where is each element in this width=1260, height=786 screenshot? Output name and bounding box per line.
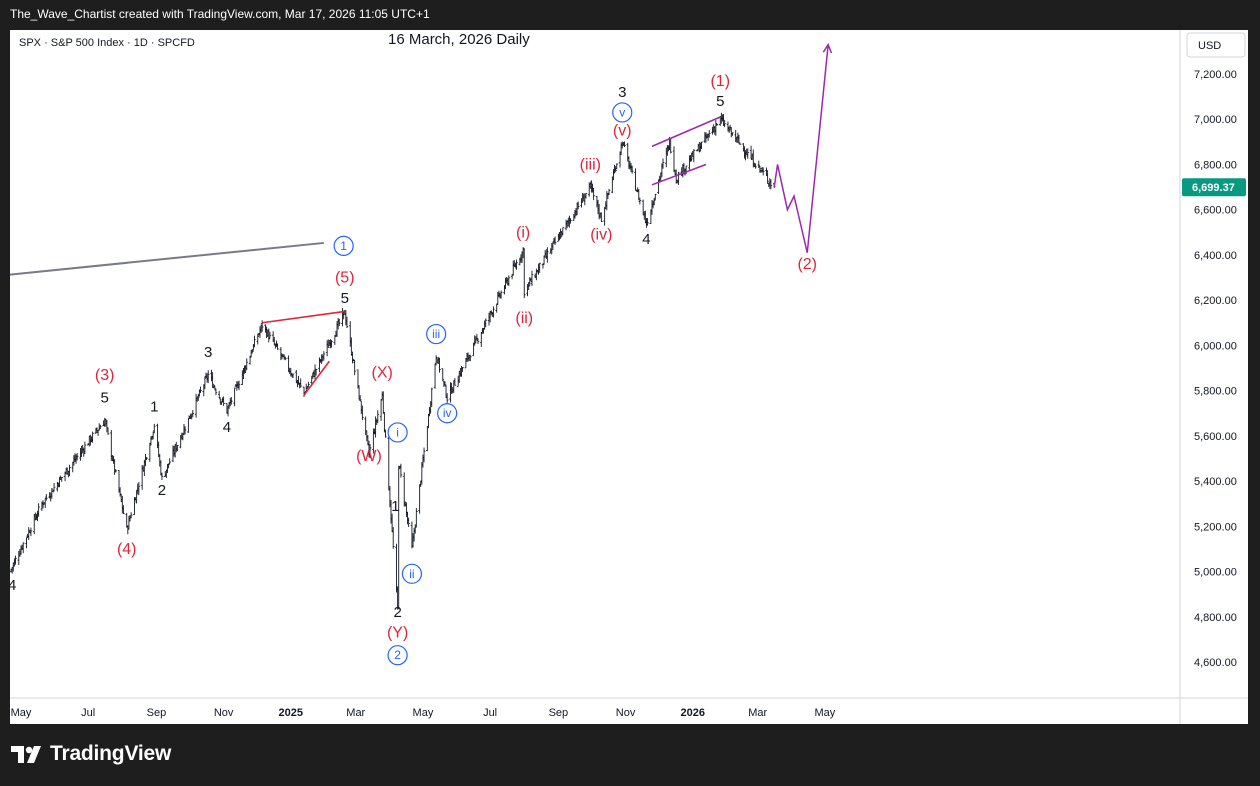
tradingview-logo-icon (11, 746, 41, 763)
price-scale[interactable] (1180, 30, 1248, 698)
trend-line-segment (10, 241, 324, 276)
wedge-patterns (262, 116, 721, 396)
y-tick-label: 5,600.00 (1194, 431, 1237, 443)
y-tick-label: 6,000.00 (1194, 340, 1237, 352)
x-tick-label: Nov (616, 707, 636, 719)
wave-label: 1 (150, 398, 158, 415)
wave-label: (2) (797, 256, 817, 273)
header-bar: The_Wave_Chartist created with TradingVi… (0, 0, 1260, 30)
y-axis-ticks: 4,600.00 4,800.00 5,000.00 5,200.00 5,400.00… (1194, 69, 1237, 669)
wave-label: iv (443, 406, 452, 420)
x-tick-label: Mar (346, 707, 365, 719)
wave-label: 4 (10, 577, 16, 594)
currency-box[interactable] (1186, 32, 1246, 58)
symbol-legend: SPX · S&P 500 Index · 1D · SPCFD (19, 37, 195, 49)
x-tick-label: Nov (214, 707, 234, 719)
y-tick-label: 5,800.00 (1194, 386, 1237, 398)
y-tick-label: 6,800.00 (1194, 159, 1237, 171)
wave-label: (4) (117, 541, 137, 558)
projection-arrow-head (822, 42, 833, 54)
pattern-line (262, 310, 345, 324)
x-axis-ticks: May Jul Sep Nov 2025 Mar May Jul Sep Nov 2026 Mar Ma… (11, 707, 836, 719)
wave-label-circle (333, 235, 354, 256)
wave-label: 2 (158, 482, 166, 499)
wave-label: 2 (394, 648, 401, 662)
wave-label-circle (426, 323, 447, 345)
x-tick-label: Jul (81, 707, 95, 719)
wave-label: 3 (618, 84, 626, 101)
x-tick-label: May (11, 707, 32, 719)
wave-label-circle (612, 102, 633, 123)
projection-line (773, 44, 829, 253)
wave-labels: 4 5 (3) (4) 1 2 3 4 5 (5) 1 (W) (X) i 1 ii 2 (Y) 2 iii iv (i)… (10, 73, 817, 666)
wave-label: ii (409, 567, 414, 581)
wave-label: (Y) (387, 625, 408, 642)
y-tick-label: 5,000.00 (1194, 567, 1237, 579)
pattern-line (303, 360, 330, 396)
wave-label: 5 (341, 290, 349, 307)
last-price-value: 6,699.37 (1192, 182, 1235, 194)
y-tick-label: 5,400.00 (1194, 476, 1237, 488)
wave-label-circle (437, 403, 458, 424)
wave-label: (5) (335, 270, 355, 287)
wave-label-circle (401, 563, 423, 584)
wave-label: v (619, 105, 625, 119)
wave-label: 4 (223, 419, 231, 436)
y-tick-label: 4,600.00 (1194, 657, 1237, 669)
price-bars (10, 112, 776, 610)
pattern-line (651, 163, 707, 186)
y-tick-label: 4,800.00 (1194, 612, 1237, 624)
header-credit: The_Wave_Chartist created with TradingVi… (10, 7, 430, 21)
wave-label: 1 (340, 239, 347, 253)
currency-label: USD (1198, 40, 1221, 52)
price-chart[interactable]: USD SPX · S&P 500 Index · 1D · SPCFD 16 … (10, 30, 1248, 724)
wave-label: (i) (516, 224, 530, 241)
x-tick-label: Sep (147, 707, 167, 719)
wave-label: 5 (101, 389, 109, 406)
x-tick-label: May (814, 707, 835, 719)
x-tick-label: Jul (483, 707, 497, 719)
wave-label: (ii) (515, 310, 533, 327)
chart-panel: USD SPX · S&P 500 Index · 1D · SPCFD 16 … (10, 30, 1248, 724)
wave-label: (iii) (580, 156, 601, 173)
footer-bar (0, 724, 1260, 786)
y-tick-label: 7,200.00 (1194, 69, 1237, 81)
x-tick-label: Sep (549, 707, 569, 719)
wave-label: (X) (372, 365, 393, 382)
trend-line (10, 241, 324, 276)
wave-label: (v) (613, 123, 632, 140)
y-tick-label: 6,400.00 (1194, 250, 1237, 262)
wave-label: (3) (95, 367, 115, 384)
wave-label-circle (387, 422, 408, 443)
y-tick-label: 5,200.00 (1194, 521, 1237, 533)
y-tick-label: 6,600.00 (1194, 205, 1237, 217)
chart-title: 16 March, 2026 Daily (388, 31, 530, 48)
x-tick-label: 2025 (279, 707, 303, 719)
x-tick-label: 2026 (680, 707, 704, 719)
wave-label: 4 (642, 231, 650, 248)
y-tick-label: 7,000.00 (1194, 114, 1237, 126)
x-tick-label: Mar (748, 707, 767, 719)
last-price-tag: 6,699.37 (1182, 178, 1246, 197)
wave-label: 2 (393, 604, 401, 621)
wave-label: (W) (356, 448, 382, 465)
wave-label: (iv) (590, 227, 612, 244)
wave-label: i (396, 425, 399, 439)
wave-label: 1 (391, 498, 399, 515)
wave-label: iii (432, 327, 440, 341)
wave-label: 3 (204, 344, 212, 361)
projection-path (773, 42, 833, 253)
tradingview-brand: TradingView (50, 742, 172, 765)
wave-label-circle (387, 645, 408, 666)
wave-label: 5 (716, 93, 724, 110)
pattern-line (651, 116, 721, 148)
x-tick-label: May (413, 707, 434, 719)
wave-label: (1) (710, 73, 730, 90)
y-tick-label: 6,200.00 (1194, 295, 1237, 307)
